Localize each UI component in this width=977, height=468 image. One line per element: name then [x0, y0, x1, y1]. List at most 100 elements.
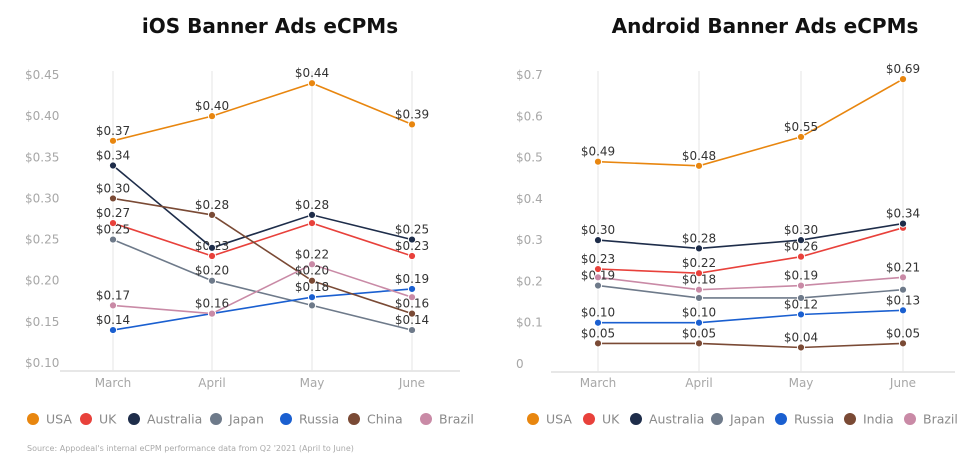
- ios-series-line-russia: [112, 288, 413, 331]
- android-category-label: April: [685, 376, 712, 390]
- ios-data-label-usa: $0.39: [395, 107, 429, 121]
- android-series-line-japan: [597, 284, 904, 299]
- android-data-label-russia: $0.12: [784, 297, 818, 311]
- android-legend-marker-australia: [630, 413, 642, 425]
- ios-data-point-usa: [108, 136, 118, 145]
- android-data-label-india: $0.05: [682, 326, 716, 340]
- android-ytick-label: $0.2: [516, 274, 543, 288]
- android-ytick-label: $0.4: [516, 192, 543, 206]
- android-series-line-brazil: [597, 276, 904, 291]
- ios-series-line-brazil: [112, 263, 413, 315]
- android-legend-label-australia: Australia: [649, 412, 704, 427]
- ios-ytick-label: $0.25: [25, 233, 59, 247]
- android-ytick-label: $0.6: [516, 109, 543, 123]
- ios-data-point-russia: [407, 284, 417, 294]
- android-data-point-india: [694, 339, 704, 348]
- source-note: Source: Appodeal's internal eCPM perform…: [27, 444, 354, 453]
- android-series-line-usa: [597, 78, 904, 167]
- ios-category-label: May: [300, 376, 325, 390]
- android-legend-marker-uk: [583, 413, 595, 425]
- android-data-label-india: $0.04: [784, 330, 818, 344]
- ios-legend-marker-australia: [128, 413, 140, 425]
- ios-legend-label-uk: UK: [99, 412, 117, 427]
- ios-ytick-label: $0.10: [25, 356, 59, 370]
- android-data-label-brazil: $0.21: [886, 260, 920, 274]
- ios-data-label-russia: $0.19: [395, 272, 429, 286]
- ios-data-label-australia: $0.25: [395, 223, 429, 237]
- ios-legend-marker-uk: [80, 413, 92, 425]
- android-data-label-russia: $0.13: [886, 293, 920, 307]
- ios-data-label-brazil: $0.17: [96, 288, 130, 302]
- ios-data-point-brazil: [407, 293, 417, 302]
- android-data-label-russia: $0.10: [682, 306, 716, 320]
- ios-series-line-japan: [112, 238, 413, 331]
- android-data-label-usa: $0.48: [682, 149, 716, 163]
- ios-data-point-brazil: [207, 309, 217, 318]
- android-data-label-usa: $0.69: [886, 62, 920, 76]
- android-data-point-russia: [593, 318, 603, 327]
- ios-category-label: June: [398, 376, 425, 390]
- ios-data-point-australia: [307, 210, 317, 219]
- ios-series-line-uk: [112, 222, 413, 257]
- android-data-label-australia: $0.30: [784, 223, 818, 237]
- android-data-label-usa: $0.49: [581, 145, 615, 159]
- ios-ytick-label: $0.30: [25, 191, 59, 205]
- ios-data-label-brazil: $0.16: [195, 297, 229, 311]
- android-data-label-russia: $0.10: [581, 306, 615, 320]
- ios-data-point-japan: [108, 235, 118, 244]
- ios-data-point-usa: [207, 112, 217, 121]
- android-data-label-australia: $0.28: [682, 231, 716, 245]
- android-data-label-uk: $0.26: [784, 240, 818, 254]
- android-data-point-japan: [898, 285, 908, 294]
- ios-data-point-japan: [407, 325, 417, 335]
- ios-ytick-label: $0.45: [25, 68, 59, 82]
- android-chart-title: Android Banner Ads eCPMs: [611, 14, 919, 38]
- android-legend-marker-india: [844, 413, 856, 425]
- android-category-label: March: [580, 376, 617, 390]
- android-data-point-australia: [796, 236, 806, 245]
- android-series-line-russia: [598, 309, 904, 324]
- ios-legend-label-australia: Australia: [147, 412, 202, 427]
- ios-chart-title: iOS Banner Ads eCPMs: [141, 14, 399, 38]
- android-legend-label-japan: Japan: [729, 412, 765, 427]
- android-ytick-label: 0: [516, 357, 524, 371]
- ios-data-label-uk: $0.27: [96, 206, 130, 220]
- android-ytick-label: $0.1: [516, 316, 543, 330]
- android-data-point-brazil: [694, 285, 704, 294]
- ios-series-line-usa: [112, 82, 413, 142]
- ios-data-label-usa: $0.37: [96, 124, 130, 138]
- ios-data-point-uk: [407, 251, 417, 261]
- android-legend-label-uk: UK: [602, 412, 620, 427]
- ios-data-point-brazil: [307, 260, 317, 269]
- ios-data-point-australia: [108, 161, 118, 170]
- android-data-point-usa: [796, 132, 806, 142]
- android-data-label-uk: $0.22: [682, 256, 716, 270]
- ios-data-point-usa: [407, 120, 417, 129]
- android-legend-marker-usa: [527, 413, 539, 425]
- android-data-point-india: [796, 343, 806, 352]
- android-data-point-usa: [694, 161, 704, 170]
- android-data-point-brazil: [593, 273, 603, 282]
- ios-data-point-usa: [307, 79, 317, 88]
- ios-data-point-russia: [307, 293, 317, 302]
- android-legend-marker-brazil: [904, 413, 916, 425]
- android-legend-label-russia: Russia: [794, 412, 834, 427]
- android-data-label-india: $0.05: [886, 326, 920, 340]
- android-data-label-india: $0.05: [581, 326, 615, 340]
- android-data-point-brazil: [796, 281, 806, 290]
- ios-data-label-uk: $0.23: [395, 239, 429, 253]
- android-category-label: June: [889, 376, 916, 390]
- android-data-point-japan: [593, 281, 603, 290]
- ios-data-point-uk: [307, 219, 317, 228]
- android-data-label-brazil: $0.18: [682, 273, 716, 287]
- ios-data-point-brazil: [108, 301, 118, 310]
- android-data-point-uk: [593, 264, 603, 274]
- android-ytick-label: $0.5: [516, 151, 543, 165]
- android-series-line-australia: [597, 222, 904, 250]
- android-data-point-brazil: [898, 273, 908, 282]
- ios-data-label-russia: $0.14: [96, 313, 130, 327]
- android-data-point-india: [898, 339, 908, 348]
- android-data-point-usa: [593, 157, 603, 166]
- ios-data-point-china: [407, 309, 417, 318]
- android-category-label: May: [789, 376, 814, 390]
